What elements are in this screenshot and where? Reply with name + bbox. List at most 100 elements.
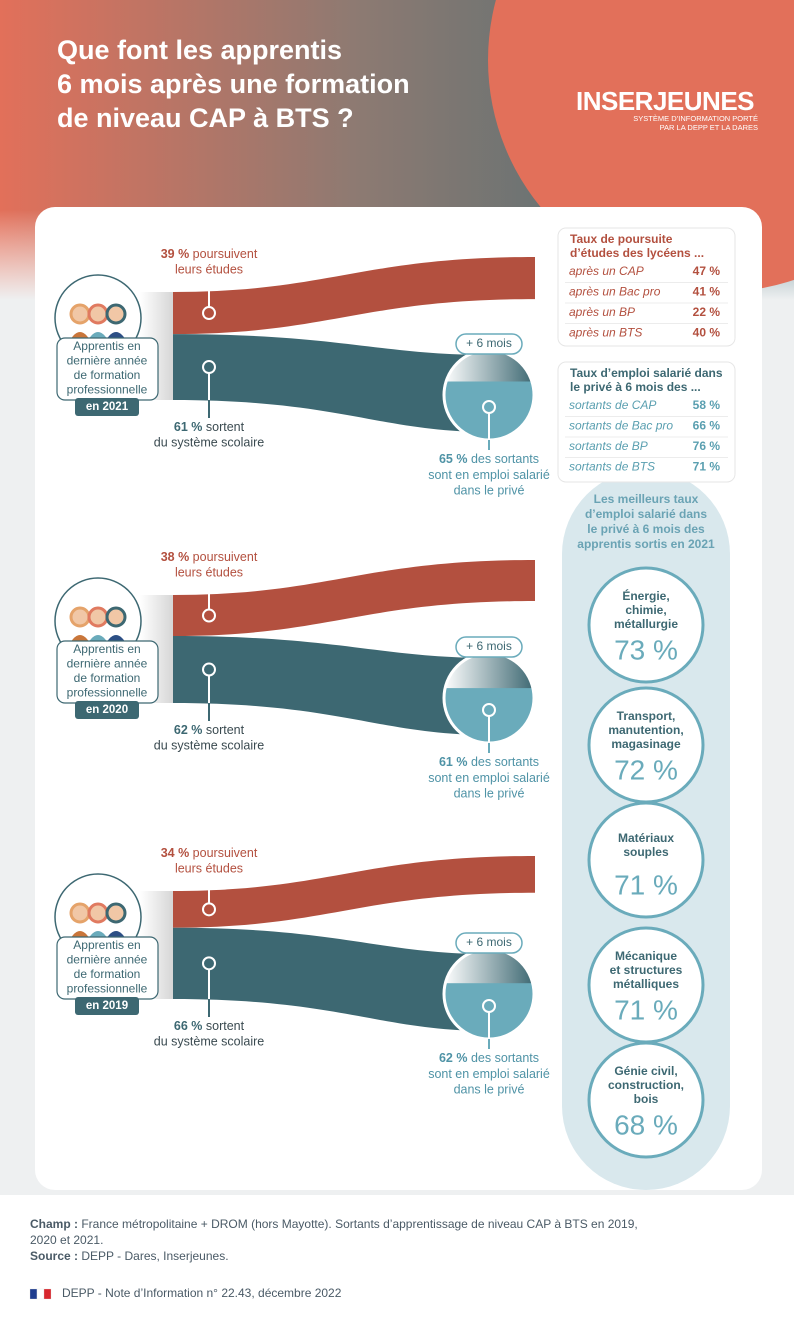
study-flow bbox=[173, 257, 535, 335]
label-line: dernière année bbox=[67, 354, 148, 368]
best-name: Énergie, bbox=[622, 588, 669, 603]
source-label: Source : bbox=[30, 1249, 78, 1263]
champ-text: 2020 et 2021. bbox=[30, 1233, 103, 1247]
employ-text: sont en emploi salarié bbox=[428, 1067, 550, 1081]
study-text: poursuivent bbox=[193, 846, 258, 860]
logo-name: INSERJEUNES bbox=[576, 86, 754, 116]
employ-text: dans le privé bbox=[454, 786, 525, 800]
dot bbox=[202, 360, 216, 375]
note: DEPP - Note d’Information n° 22.43, déce… bbox=[62, 1286, 342, 1300]
best-name: construction, bbox=[608, 1078, 684, 1092]
best-value: 73 % bbox=[614, 634, 678, 665]
delay-pill bbox=[455, 636, 523, 658]
leave-pct: 66 % bbox=[174, 1019, 203, 1033]
row-value: 22 % bbox=[693, 305, 721, 319]
employ-text: des sortants bbox=[471, 1051, 539, 1065]
logo-tagline: PAR LA DEPP ET LA DARES bbox=[660, 123, 758, 132]
content: Que font les apprentis 6 mois après une f… bbox=[29, 35, 758, 1300]
leave-flow bbox=[173, 636, 489, 735]
employ-pct: 62 % bbox=[439, 1051, 468, 1065]
dot bbox=[202, 306, 216, 321]
table-box bbox=[557, 227, 736, 347]
label-line: dernière année bbox=[67, 953, 148, 967]
best-value: 71 % bbox=[614, 994, 678, 1025]
best-name: magasinage bbox=[611, 737, 681, 751]
year: en 2021 bbox=[86, 401, 129, 413]
study-caption: 34 % poursuivent bbox=[161, 846, 258, 860]
best-name: Génie civil, bbox=[614, 1064, 677, 1078]
label-line: dernière année bbox=[67, 657, 148, 671]
delay-pill bbox=[455, 333, 523, 355]
employ-pct: 61 % bbox=[439, 755, 468, 769]
row-label: après un Bac pro bbox=[569, 285, 661, 299]
best-name: métallurgie bbox=[614, 617, 678, 631]
row-label: sortants de Bac pro bbox=[569, 419, 673, 433]
champ: Champ : France métropolitaine + DROM (ho… bbox=[30, 1217, 638, 1231]
best-value: 71 % bbox=[614, 869, 678, 900]
year-tag bbox=[75, 997, 139, 1015]
leave-caption: 61 % sortent bbox=[174, 420, 245, 434]
best-name: chimie, bbox=[625, 603, 666, 617]
row-value: 41 % bbox=[693, 285, 721, 299]
title-line: de niveau CAP à BTS ? bbox=[57, 103, 354, 133]
study-text: poursuivent bbox=[193, 247, 258, 261]
study-flow bbox=[173, 856, 535, 928]
avatar-head bbox=[87, 606, 109, 628]
delay: + 6 mois bbox=[466, 336, 512, 350]
leave-caption: 66 % sortent bbox=[174, 1019, 245, 1033]
title-line: 6 mois après une formation bbox=[57, 69, 410, 99]
employ-caption: 65 % des sortants bbox=[439, 452, 539, 466]
leave-text: sortent bbox=[206, 1019, 245, 1033]
row-value: 40 % bbox=[693, 326, 721, 340]
best-name: manutention, bbox=[608, 723, 683, 737]
study-pct: 38 % bbox=[161, 550, 190, 564]
champ-text: France métropolitaine + DROM (hors Mayot… bbox=[81, 1217, 637, 1231]
study-caption: 38 % poursuivent bbox=[161, 550, 258, 564]
table-title: d’études des lycéens ... bbox=[570, 246, 704, 260]
row-value: 58 % bbox=[693, 398, 721, 412]
best-title: Les meilleurs taux bbox=[594, 492, 699, 506]
study-text: leurs études bbox=[175, 861, 243, 875]
label-line: Apprentis en bbox=[73, 642, 140, 656]
row-label: sortants de BP bbox=[569, 439, 648, 453]
champ-label: Champ : bbox=[30, 1217, 78, 1231]
delay: + 6 mois bbox=[466, 639, 512, 653]
employ-caption: 61 % des sortants bbox=[439, 755, 539, 769]
label-line: de formation bbox=[74, 967, 141, 981]
flag bbox=[36, 1288, 45, 1300]
leave-text: du système scolaire bbox=[154, 1034, 265, 1048]
row-value: 71 % bbox=[693, 460, 721, 474]
label-line: de formation bbox=[74, 671, 141, 685]
avatar-head bbox=[105, 606, 127, 628]
row-value: 76 % bbox=[693, 439, 721, 453]
avatar-head bbox=[69, 606, 91, 628]
leave-flow bbox=[173, 927, 489, 1031]
avatar-head bbox=[105, 902, 127, 924]
study-text: leurs études bbox=[175, 565, 243, 579]
label-line: professionnelle bbox=[67, 686, 148, 700]
employ-text: dans le privé bbox=[454, 483, 525, 497]
year-tag bbox=[75, 398, 139, 416]
table-title: Taux de poursuite bbox=[570, 232, 673, 246]
year: en 2019 bbox=[86, 1000, 128, 1012]
dot bbox=[202, 662, 216, 677]
leave-pct: 61 % bbox=[174, 420, 203, 434]
avatar-head bbox=[87, 902, 109, 924]
leave-pct: 62 % bbox=[174, 723, 203, 737]
table-box bbox=[557, 361, 736, 483]
study-text: leurs études bbox=[175, 262, 243, 276]
avatar-head bbox=[87, 303, 109, 325]
avatar-head bbox=[69, 902, 91, 924]
dot bbox=[202, 608, 216, 623]
study-pct: 34 % bbox=[161, 846, 190, 860]
label-line: de formation bbox=[74, 368, 141, 382]
label-line: Apprentis en bbox=[73, 339, 140, 353]
employ-text: des sortants bbox=[471, 452, 539, 466]
label-line: professionnelle bbox=[67, 982, 148, 996]
leave-text: du système scolaire bbox=[154, 435, 265, 449]
row-value: 66 % bbox=[693, 419, 721, 433]
table-title: le privé à 6 mois des ... bbox=[570, 380, 701, 394]
dot bbox=[482, 400, 496, 414]
best-title: d’emploi salarié dans bbox=[585, 507, 707, 521]
